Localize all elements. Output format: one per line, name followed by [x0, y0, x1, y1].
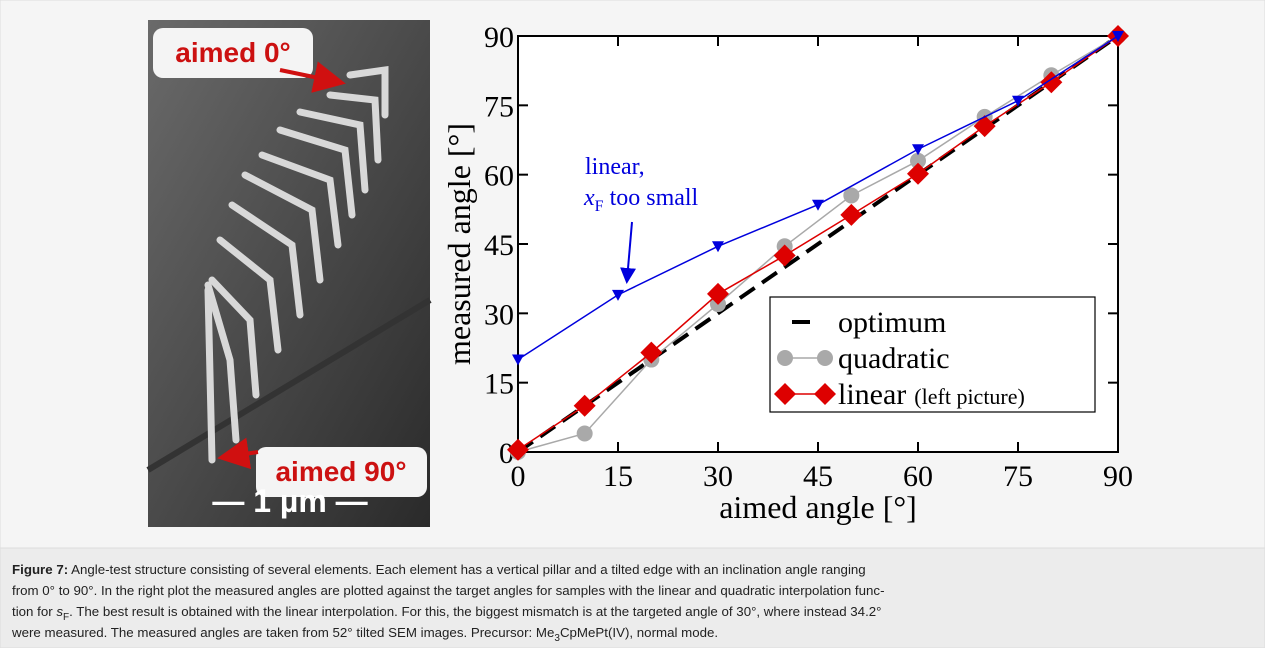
legend-label: quadratic: [838, 342, 950, 375]
caption-text: tion for: [12, 604, 56, 619]
annotation-part: x: [583, 185, 595, 211]
legend-name: quadratic: [838, 342, 950, 375]
point: [507, 438, 529, 461]
y-tick-label: 60: [484, 160, 514, 193]
x-tick-label: 45: [803, 460, 833, 493]
annotation-part: too small: [604, 185, 699, 211]
point: [973, 115, 996, 138]
y-tick-label: 0: [499, 437, 514, 470]
legend-name: optimum: [838, 306, 946, 339]
x-tick-label: 60: [903, 460, 933, 493]
x-tick-label: 15: [603, 460, 633, 493]
point: [773, 244, 796, 267]
point: [640, 341, 663, 364]
point: [843, 187, 860, 204]
point: [910, 152, 926, 169]
caption-text: . The best result is obtained with the l…: [69, 604, 881, 619]
legend-swatch: [814, 383, 836, 405]
point: [707, 282, 729, 305]
y-axis-label: measured angle [°]: [441, 123, 477, 365]
point: [1012, 95, 1024, 107]
chart: 0 15 30 45 60 75 90 0 15 30 45 60 75 90 aimed angle [°…: [11, 21, 1133, 644]
caption-panel: [0, 547, 1265, 648]
x-tick-label: 30: [703, 460, 733, 493]
point: [840, 203, 863, 226]
x-axis-label: aimed angle [°]: [719, 489, 917, 525]
annotation: linear,: [585, 154, 645, 180]
y-tick-label: 45: [484, 229, 514, 262]
annotation-arrow: [620, 221, 637, 284]
caption-line: Figure 7: Angle-test structure consistin…: [12, 562, 866, 577]
y-tick-label: 15: [484, 368, 514, 401]
point: [612, 289, 624, 301]
legend-swatch: [777, 350, 793, 366]
y-tick-label: 90: [484, 21, 514, 54]
point: [1112, 31, 1124, 42]
x-tick-label: 90: [1103, 460, 1133, 493]
caption-line: were measured. The measured angles are t…: [11, 625, 718, 644]
point: [512, 354, 524, 366]
point: [712, 241, 724, 253]
caption-text: from 0° to 90°. In the right plot the me…: [12, 583, 885, 598]
y-tick-label: 30: [484, 298, 514, 331]
point: [907, 162, 929, 185]
point: [812, 199, 824, 211]
point: [912, 144, 924, 156]
point: [1040, 71, 1063, 94]
caption-text: Angle-test structure consisting of sever…: [68, 562, 866, 577]
caption-text: were measured. The measured angles are t…: [11, 625, 554, 640]
scale-bar: — 1 µm —: [212, 483, 367, 519]
caption-text: F: [63, 612, 69, 623]
image-label: aimed 0°: [175, 37, 290, 68]
caption-label: Figure 7:: [12, 562, 68, 577]
annotation-part: F: [595, 198, 604, 215]
caption-line: from 0° to 90°. In the right plot the me…: [12, 583, 885, 598]
legend-note: (left picture): [914, 384, 1025, 409]
x-tick-label: 75: [1003, 460, 1033, 493]
y-tick-label: 75: [484, 90, 514, 123]
caption-text: CpMePt(IV), normal mode.: [560, 625, 718, 640]
annotation: xF too small: [583, 185, 699, 215]
legend-label: optimum: [838, 306, 946, 339]
point: [576, 425, 593, 442]
legend-swatch: [774, 383, 796, 405]
sem-image: aimed 0° aimed 90° — 1 µm —: [146, 20, 432, 527]
legend-name: linear: [838, 378, 906, 411]
caption-text: 3: [554, 633, 560, 644]
image-label: aimed 90°: [275, 456, 406, 487]
caption-line: tion for sF. The best result is obtained…: [12, 604, 881, 623]
x-tick-label: 0: [511, 460, 526, 493]
point: [573, 394, 596, 417]
caption-text: s: [56, 604, 63, 619]
legend-swatch: [817, 350, 833, 366]
legend-label: linear (left picture): [838, 378, 1025, 411]
